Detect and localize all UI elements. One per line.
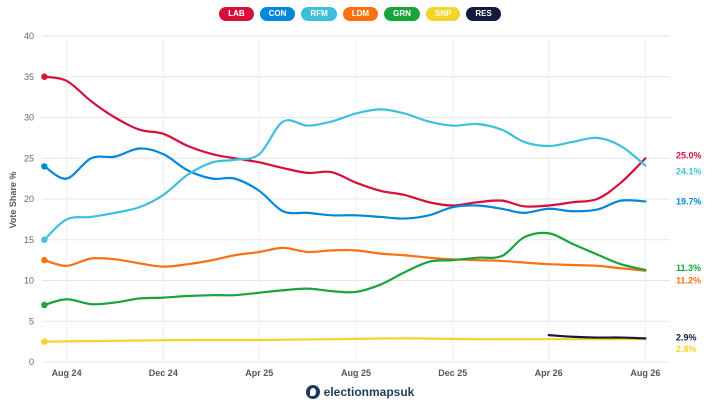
x-tick-label: Apr 25 (245, 368, 273, 378)
y-tick-label: 10 (24, 276, 34, 286)
legend-item-grn[interactable]: GRN (384, 7, 420, 21)
legend-item-ldm[interactable]: LDM (342, 7, 379, 21)
y-tick-label: 0 (29, 357, 34, 367)
series-line-res (547, 334, 647, 340)
x-tick-label: Apr 26 (535, 368, 563, 378)
end-label-ldm: 11.2% (676, 276, 701, 286)
x-tick-label: Aug 25 (341, 368, 371, 378)
series-start-point-grn (41, 301, 48, 309)
end-label-rfm: 24.1% (676, 167, 702, 177)
series-line-rfm (43, 108, 647, 241)
y-tick-label: 5 (29, 316, 34, 326)
legend-item-lab[interactable]: LAB (219, 7, 254, 21)
series-line-con (43, 147, 647, 220)
end-label-con: 19.7% (676, 196, 702, 206)
x-tick-label: Aug 24 (52, 368, 82, 378)
y-tick-label: 30 (24, 113, 34, 123)
end-label-lab: 25.0% (676, 150, 702, 160)
x-tick-label: Dec 24 (149, 368, 178, 378)
x-tick-label: Aug 26 (630, 368, 660, 378)
y-tick-label: 25 (24, 153, 34, 163)
legend-item-snp[interactable]: SNP (425, 7, 461, 21)
series-lines (41, 73, 647, 345)
y-tick-label: 15 (24, 235, 34, 245)
series-line-snp (43, 337, 647, 343)
y-axis-ticks: 0 5 10 15 20 25 30 35 40 (24, 31, 34, 367)
x-tick-label: Dec 25 (438, 368, 467, 378)
series-start-point-lab (41, 73, 48, 80)
series-start-point-con (41, 163, 48, 170)
y-tick-label: 35 (24, 72, 34, 82)
series-start-point-ldm (41, 256, 48, 264)
y-tick-label: 20 (24, 194, 34, 204)
location-pin-icon (305, 385, 320, 399)
gridlines (42, 35, 670, 363)
x-axis-ticks: Aug 24 Dec 24 Apr 25 Aug 25 Dec 25 Apr 26 Aug … (52, 368, 661, 378)
end-label-snp: 2.8% (676, 344, 697, 354)
series-line-lab (43, 75, 647, 208)
series-start-point-snp (41, 338, 48, 345)
legend-item-res[interactable]: RES (466, 7, 501, 21)
end-labels: 25.0% 19.7% 24.1% 11.2% 11.3% 2.8% 2.9% (676, 150, 702, 354)
series-start-point-rfm (41, 236, 48, 243)
legend: LAB CON RFM LDM GRN SNP RES (0, 7, 720, 21)
series-line-ldm (43, 246, 647, 272)
y-tick-label: 40 (24, 31, 34, 41)
end-label-grn: 11.3% (676, 263, 701, 273)
end-label-res: 2.9% (676, 332, 697, 342)
legend-item-rfm[interactable]: RFM (301, 7, 337, 21)
footer-brand: electionmapsuk (0, 385, 720, 399)
legend-item-con[interactable]: CON (259, 7, 296, 21)
series-line-grn (43, 231, 647, 307)
brand-name: electionmapsuk (323, 385, 415, 399)
y-axis-label: Vote Share % (8, 172, 18, 229)
